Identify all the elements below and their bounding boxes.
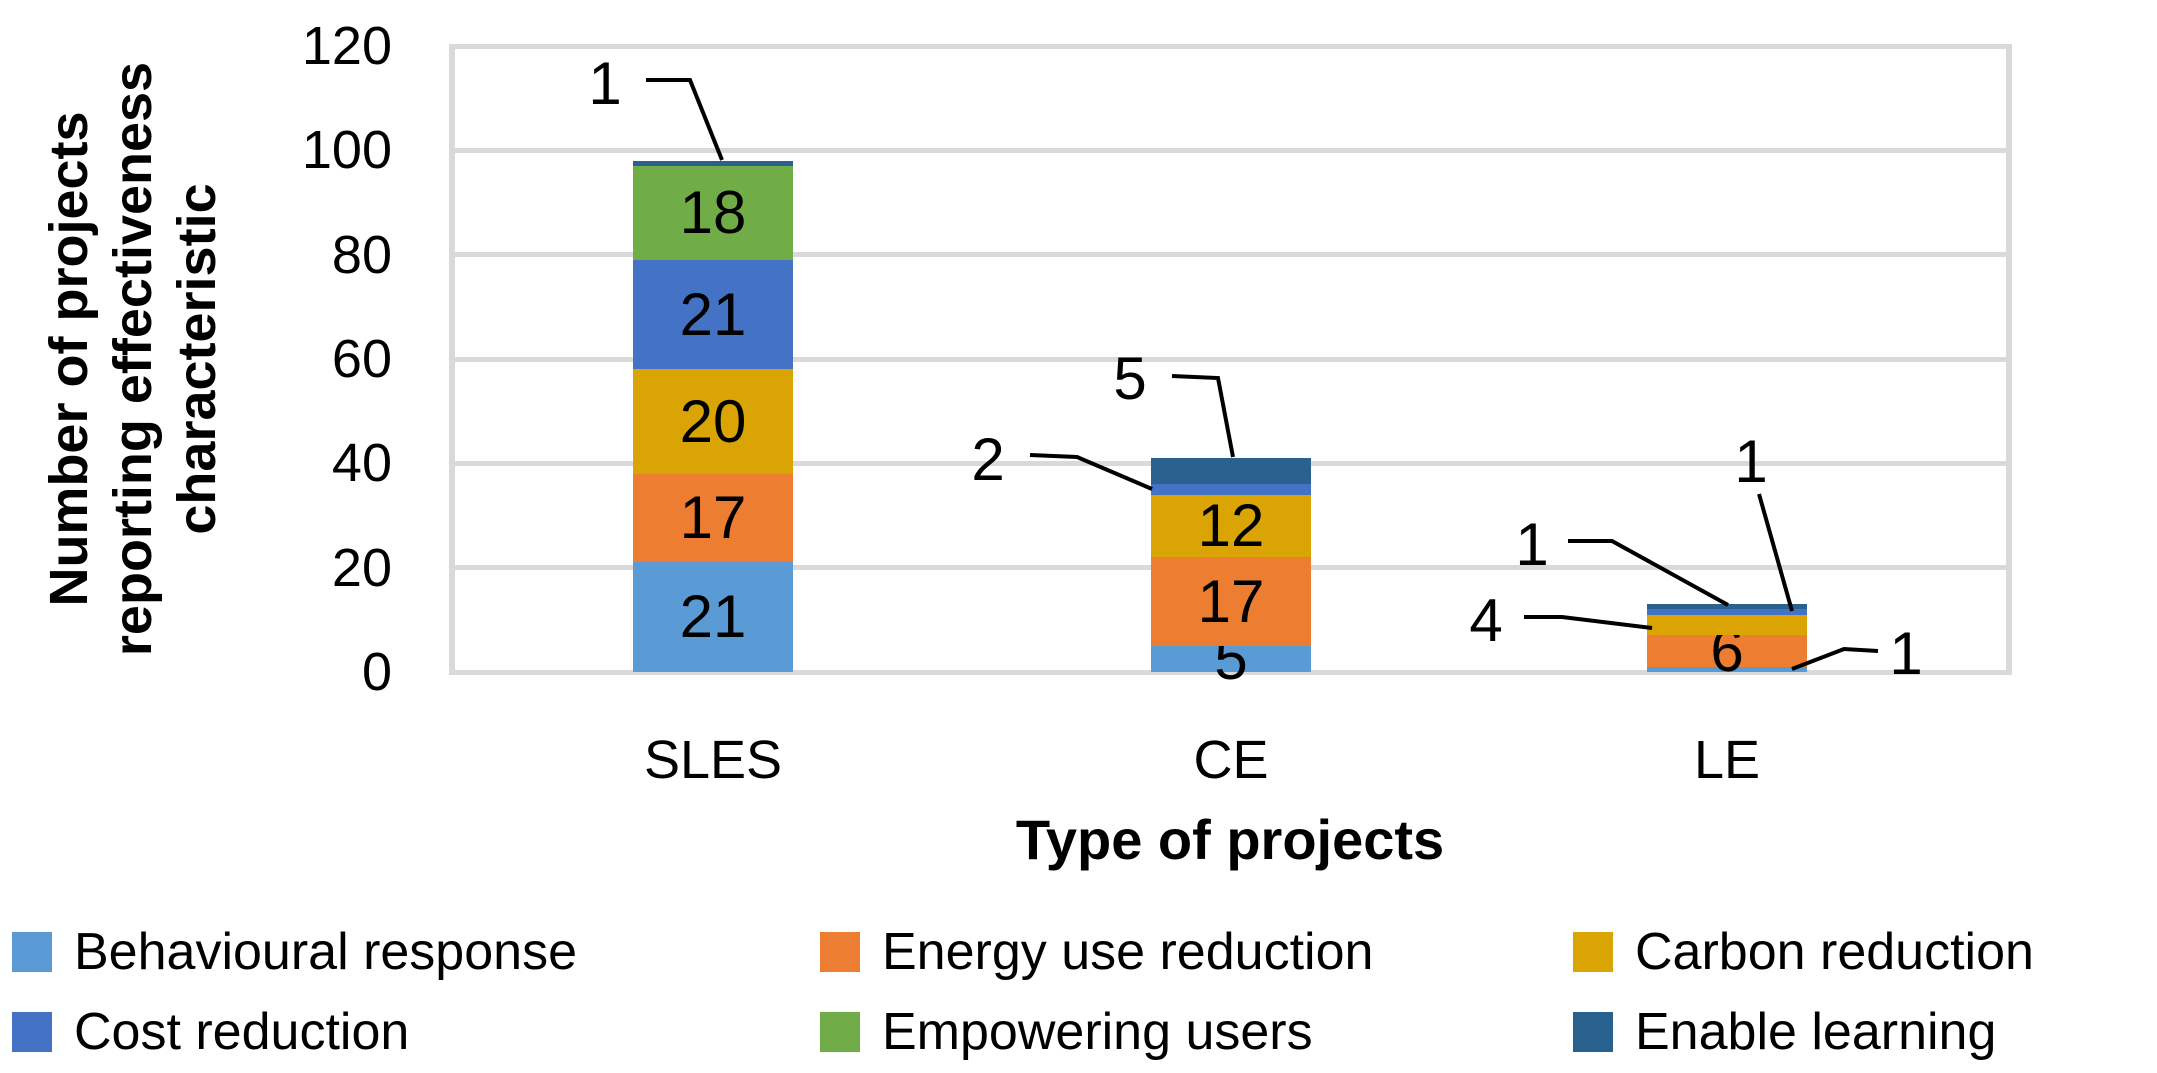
bar-segment-ce-behavioural-response [1151, 645, 1311, 672]
callout-label: 1 [588, 50, 622, 117]
callout-label: 1 [1889, 620, 1923, 687]
x-axis-title: Type of projects [1015, 808, 1445, 871]
bar-segment-label: 12 [1197, 491, 1265, 559]
legend-item-enable-learning: Enable learning [1573, 1003, 1997, 1061]
callout-label: 1 [1515, 511, 1549, 578]
bar-segment-sles-cost-reduction [633, 259, 793, 370]
gridline [455, 43, 2006, 49]
y-tick-label: 20 [331, 537, 392, 598]
callout-line [1757, 493, 1794, 612]
bar-segment-ce-cost-reduction [1151, 484, 1311, 495]
bar-segment-le-energy-use-reduction [1647, 635, 1807, 667]
legend-label: Energy use reduction [882, 923, 1374, 981]
x-tick-label: SLES [643, 730, 783, 790]
callout-line [1171, 374, 1235, 458]
y-tick-label: 0 [361, 642, 392, 702]
legend-item-energy-use-reduction: Energy use reduction [820, 923, 1374, 981]
callout-label: 2 [971, 426, 1005, 493]
bar-segment-sles-carbon-reduction [633, 369, 793, 474]
bar-segment-sles-enable-learning [633, 160, 793, 166]
legend-item-behavioural-response: Behavioural response [12, 923, 577, 981]
bar-segment-label: 20 [679, 387, 747, 455]
bar-segment-label: 18 [679, 178, 747, 246]
bar-segment-label: 17 [1197, 567, 1265, 635]
callout-line [1568, 539, 1729, 607]
y-axis-title-line: Number of projects [39, 111, 99, 607]
bar-segment-le-carbon-reduction [1647, 614, 1807, 636]
legend-label: Empowering users [882, 1003, 1313, 1061]
legend-swatch [12, 1012, 52, 1052]
legend-swatch [1573, 932, 1613, 972]
legend-item-empowering-users: Empowering users [820, 1003, 1313, 1061]
legend-swatch [12, 932, 52, 972]
bar-segment-ce-carbon-reduction [1151, 494, 1311, 558]
plot-border-left [449, 43, 455, 675]
plot-border-right [2006, 43, 2012, 675]
bar-segment-sles-energy-use-reduction [633, 473, 793, 563]
legend-item-cost-reduction: Cost reduction [12, 1003, 410, 1061]
bar-segment-label: 21 [679, 583, 747, 651]
bar-segment-ce-energy-use-reduction [1151, 557, 1311, 646]
bar-segment-sles-empowering-users [633, 165, 793, 260]
gridline [455, 252, 2006, 258]
bar-segment-le-behavioural-response [1647, 666, 1807, 672]
y-tick-label: 100 [301, 120, 392, 181]
gridline [455, 669, 2006, 675]
legend-item-carbon-reduction: Carbon reduction [1573, 923, 2034, 981]
bar-segment-le-cost-reduction [1647, 609, 1807, 615]
x-tick-label: LE [1693, 730, 1761, 790]
callout-line [1524, 615, 1653, 630]
gridline [455, 356, 2006, 362]
y-tick-label: 40 [331, 433, 392, 494]
bar-segment-label: 21 [679, 280, 747, 348]
bar-segment-label: 17 [679, 484, 747, 552]
y-tick-label: 60 [331, 329, 392, 389]
bar-segment-ce-enable-learning [1151, 458, 1311, 485]
legend-label: Cost reduction [74, 1003, 410, 1061]
callout-label: 1 [1734, 428, 1768, 495]
legend-label: Enable learning [1635, 1003, 1997, 1061]
legend-label: Carbon reduction [1635, 923, 2034, 981]
y-tick-label: 80 [331, 224, 392, 285]
legend-swatch [820, 1012, 860, 1052]
bar-segment-le-enable-learning [1647, 604, 1807, 610]
y-tick-label: 120 [301, 16, 392, 76]
legend-swatch [1573, 1012, 1613, 1052]
legend-label: Behavioural response [74, 923, 577, 981]
x-tick-label: CE [1193, 730, 1269, 790]
legend-swatch [820, 932, 860, 972]
callout-label: 4 [1469, 587, 1503, 654]
bar-segment-sles-behavioural-response [633, 562, 793, 672]
callout-label: 5 [1113, 345, 1147, 412]
gridline [455, 147, 2006, 153]
